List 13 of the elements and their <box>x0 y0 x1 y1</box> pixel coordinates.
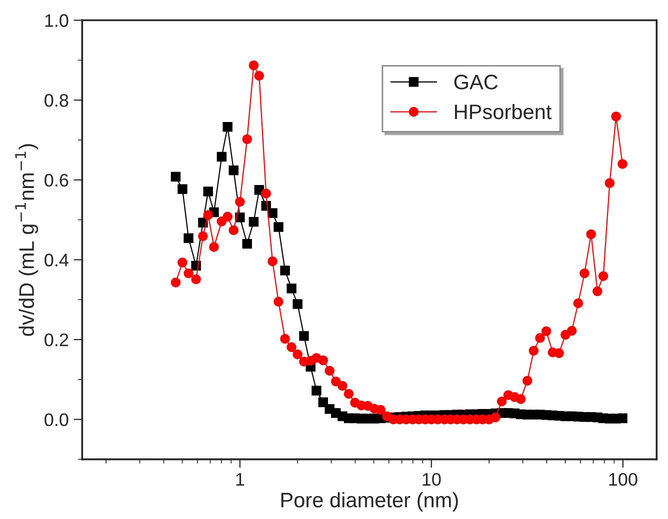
y-axis-title: dv/dD (mL g$^{−1}$nm$^{−1}$) <box>15 144 38 336</box>
legend-label: GAC <box>454 74 498 90</box>
x-tick-label: 10 <box>422 472 441 486</box>
y-tick-label: 1.0 <box>45 14 68 27</box>
y-tick-label: 0.2 <box>44 334 68 346</box>
x-tick-label: 1 <box>236 473 244 486</box>
y-tick-label: 0.0 <box>44 413 68 426</box>
x-axis-title: Pore diameter (nm) <box>281 492 458 512</box>
y-tick-label: 0.4 <box>44 254 68 266</box>
y-tick-label: 0.8 <box>44 94 68 107</box>
y-tick-label: 0.6 <box>44 174 68 187</box>
legend-label: HPsorbent <box>455 104 552 120</box>
x-tick-label: 100 <box>609 472 638 486</box>
